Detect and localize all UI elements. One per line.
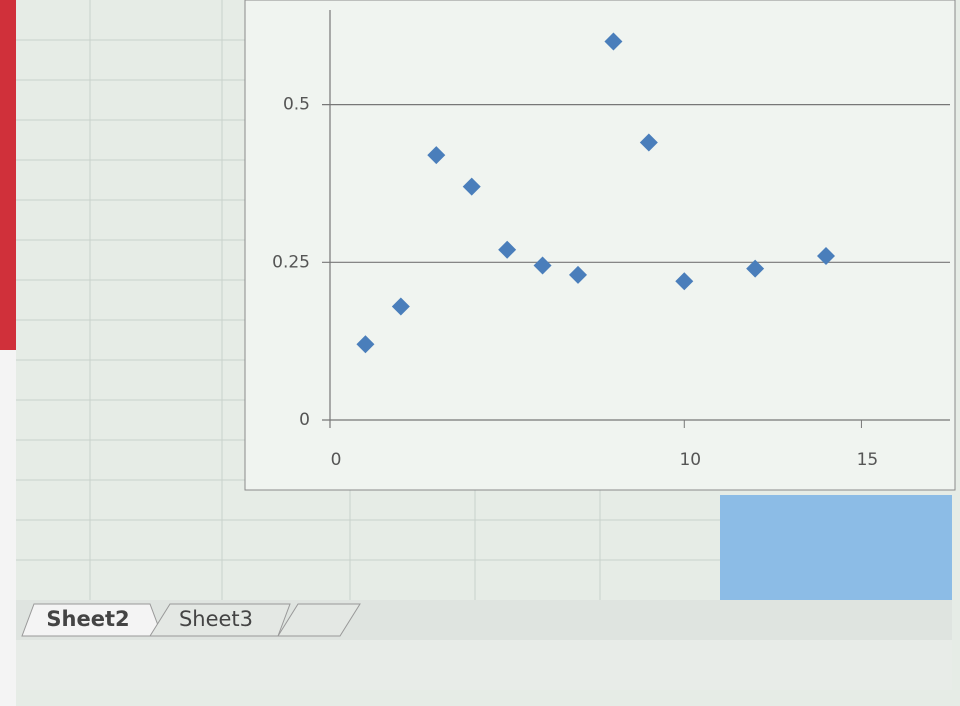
tab[interactable] <box>21 603 163 637</box>
point <box>569 265 587 284</box>
y-tick-label: 0.25 <box>272 252 310 272</box>
point <box>498 240 517 259</box>
x-tick-label: 10 <box>679 450 701 470</box>
point <box>427 146 446 165</box>
point <box>533 256 552 275</box>
point <box>639 133 658 152</box>
point <box>746 259 765 278</box>
point <box>817 247 835 265</box>
new-sheet-tab[interactable] <box>277 603 361 637</box>
chart-area <box>244 0 956 491</box>
tab[interactable] <box>149 603 291 637</box>
point <box>391 297 410 316</box>
status-area <box>16 640 952 690</box>
point <box>675 272 694 291</box>
sheet-tab-label[interactable]: Sheet3 <box>179 607 253 631</box>
x-tick-label: 15 <box>857 450 879 470</box>
point <box>604 32 623 51</box>
point <box>462 177 481 196</box>
y-tick-label: 0.5 <box>283 95 310 115</box>
left-edge-light <box>0 350 16 706</box>
x-tick-label: 0 <box>331 450 342 470</box>
point <box>356 335 375 354</box>
left-edge <box>0 0 16 350</box>
sheet-tab-label[interactable]: Sheet2 <box>46 607 129 631</box>
plot: 0 0.25 0.5 0 10 15 <box>272 10 950 470</box>
y-tick-label: 0 <box>299 410 310 430</box>
sheet-grid <box>16 0 720 600</box>
selected-cells <box>720 495 952 600</box>
